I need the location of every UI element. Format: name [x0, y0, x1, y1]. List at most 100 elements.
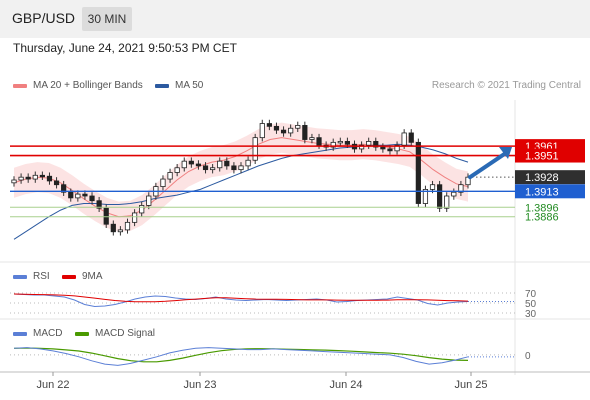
- candle-body: [124, 221, 131, 231]
- candle-body: [110, 223, 116, 233]
- pivot-label: 1.3913: [525, 186, 559, 198]
- symbol-title: GBP/USD: [12, 10, 76, 26]
- candle-body: [75, 193, 81, 199]
- candle-body: [422, 189, 429, 204]
- macd-swatch: [13, 331, 27, 336]
- resistance-tag: [515, 148, 585, 163]
- candle-body: [117, 229, 124, 233]
- macd-signal-swatch: [75, 331, 89, 336]
- ma20-swatch: [13, 83, 27, 88]
- candle-body: [202, 165, 209, 171]
- x-tick-label: Jun 23: [183, 379, 216, 391]
- legend-macd: MACD: [13, 328, 62, 339]
- candle-body: [387, 148, 393, 152]
- legend-rsi-ma: 9MA: [62, 271, 103, 282]
- legend-ma20: MA 20 + Bollinger Bands: [13, 80, 143, 91]
- candle-body: [217, 160, 223, 169]
- candle-body: [273, 125, 280, 131]
- candle-body: [380, 146, 386, 150]
- candle-body: [358, 144, 365, 150]
- candle-body: [195, 163, 202, 167]
- candle-body: [146, 195, 152, 206]
- rsi-tick-label: 70: [525, 289, 537, 300]
- rsi-ma-swatch: [62, 274, 76, 279]
- ma50-label: MA 50: [175, 80, 204, 91]
- candle-body: [68, 191, 74, 199]
- candle-body: [231, 165, 237, 171]
- candle-body: [160, 178, 166, 187]
- pivot-tag: [515, 184, 585, 199]
- candle-body: [259, 123, 265, 139]
- rsi-swatch: [13, 274, 27, 279]
- candle-body: [373, 141, 379, 148]
- candle-body: [188, 160, 194, 165]
- candle-body: [415, 141, 421, 204]
- rsi-label: RSI: [33, 271, 50, 282]
- interval-button[interactable]: 30 MIN: [82, 7, 132, 31]
- candle-body: [280, 129, 287, 134]
- legend-macd-signal: MACD Signal: [75, 328, 155, 339]
- bollinger-band: [14, 122, 468, 232]
- candle-body: [408, 132, 414, 143]
- candle-body: [429, 184, 436, 190]
- macd-line: [13, 347, 469, 366]
- candle-body: [366, 141, 372, 146]
- candle-body: [89, 195, 95, 202]
- rsi-tick-label: 30: [525, 309, 537, 320]
- candle-body: [245, 159, 251, 167]
- candle-body: [53, 180, 60, 186]
- candle-body: [39, 174, 45, 178]
- forecast-arrow-head: [499, 146, 512, 159]
- macd-signal-label: MACD Signal: [95, 328, 156, 339]
- macd-tick-label: 0: [525, 351, 531, 362]
- last-price-tag: [515, 170, 585, 185]
- rsi-tick-label: 50: [525, 299, 537, 310]
- candle-body: [210, 167, 216, 171]
- ma50-swatch: [155, 83, 169, 88]
- candle-body: [82, 193, 88, 197]
- ma20-line: [13, 137, 469, 218]
- chart-header: GBP/USD 30 MIN: [0, 0, 590, 38]
- rsi-ma-line: [13, 293, 469, 303]
- candle-body: [302, 125, 308, 140]
- candle-body: [309, 137, 315, 140]
- candle-body: [337, 141, 343, 144]
- candle-body: [316, 137, 322, 146]
- macd-label: MACD: [33, 328, 63, 339]
- candle-body: [131, 212, 138, 223]
- candle-body: [437, 184, 443, 209]
- rsi-ma-label: 9MA: [82, 271, 103, 282]
- forecast-arrow-shaft: [468, 150, 508, 180]
- candle-body: [444, 195, 450, 209]
- resistance-label: 1.3951: [525, 151, 559, 163]
- candle-body: [295, 125, 301, 129]
- last-price-label: 1.3928: [525, 172, 559, 184]
- candle-body: [139, 205, 145, 214]
- candle-body: [167, 172, 173, 180]
- x-tick-label: Jun 22: [36, 379, 69, 391]
- candle-body: [330, 141, 336, 148]
- candle-body: [18, 176, 24, 181]
- candle-body: [238, 165, 244, 171]
- ma20-label: MA 20 + Bollinger Bands: [33, 80, 143, 91]
- candle-body: [458, 184, 464, 193]
- candle-body: [96, 200, 102, 209]
- candle-body: [181, 160, 187, 169]
- candle-body: [46, 175, 53, 182]
- timestamp: Thursday, June 24, 2021 9:50:53 PM CET: [13, 41, 237, 55]
- legend-ma50: MA 50: [155, 80, 203, 91]
- rsi-line: [13, 293, 469, 308]
- x-tick-label: Jun 25: [454, 379, 487, 391]
- candle-body: [25, 176, 31, 180]
- x-tick-label: Jun 24: [329, 379, 362, 391]
- candle-body: [394, 144, 400, 152]
- candle-body: [344, 141, 351, 145]
- candle-body: [266, 123, 272, 127]
- candle-body: [401, 132, 407, 146]
- candle-body: [451, 191, 457, 197]
- candle-body: [32, 174, 38, 180]
- candle-body: [11, 179, 17, 184]
- support-label: 1.3896: [525, 202, 559, 214]
- legend-rsi: RSI: [13, 271, 50, 282]
